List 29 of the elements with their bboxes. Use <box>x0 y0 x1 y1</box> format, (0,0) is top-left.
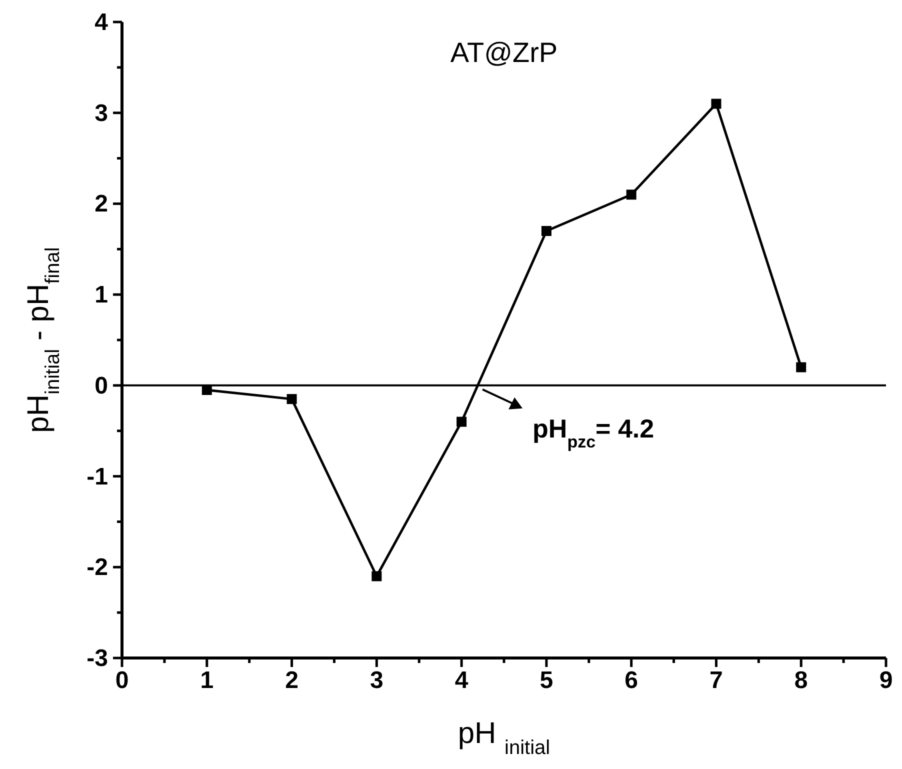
x-tick-label: 2 <box>285 667 298 694</box>
x-tick-label: 3 <box>370 667 384 694</box>
x-tick-label: 7 <box>710 667 723 694</box>
x-axis-title: pH $_{initial}$ <box>458 717 550 759</box>
point <box>286 394 297 404</box>
point <box>541 226 552 236</box>
point <box>626 190 636 200</box>
x-tick-label: 1 <box>200 667 214 694</box>
y-tick-label: 3 <box>94 100 108 127</box>
annotation: pH$_{pzc}$= 4.2 <box>532 413 654 451</box>
y-tick-label: 2 <box>94 190 108 218</box>
x-tick-label: 6 <box>624 667 638 694</box>
x-tick-label: 5 <box>540 667 554 694</box>
y-tick-label: -3 <box>86 645 108 672</box>
x-tick-label: 9 <box>879 667 893 694</box>
x-tick-label: 4 <box>454 667 469 694</box>
y-tick-label: -1 <box>86 463 108 490</box>
point <box>796 362 806 372</box>
x-tick-label: 0 <box>115 667 129 694</box>
x-tick-label: 8 <box>794 667 808 694</box>
point <box>711 98 722 109</box>
y-tick-label: -2 <box>86 554 108 582</box>
point <box>372 571 382 582</box>
y-tick-label: 1 <box>94 282 108 309</box>
point <box>202 384 212 395</box>
point <box>456 416 467 427</box>
text: AT@ZrP <box>450 37 558 68</box>
y-tick-label: 0 <box>94 372 108 400</box>
y-tick-label: 4 <box>94 9 109 36</box>
